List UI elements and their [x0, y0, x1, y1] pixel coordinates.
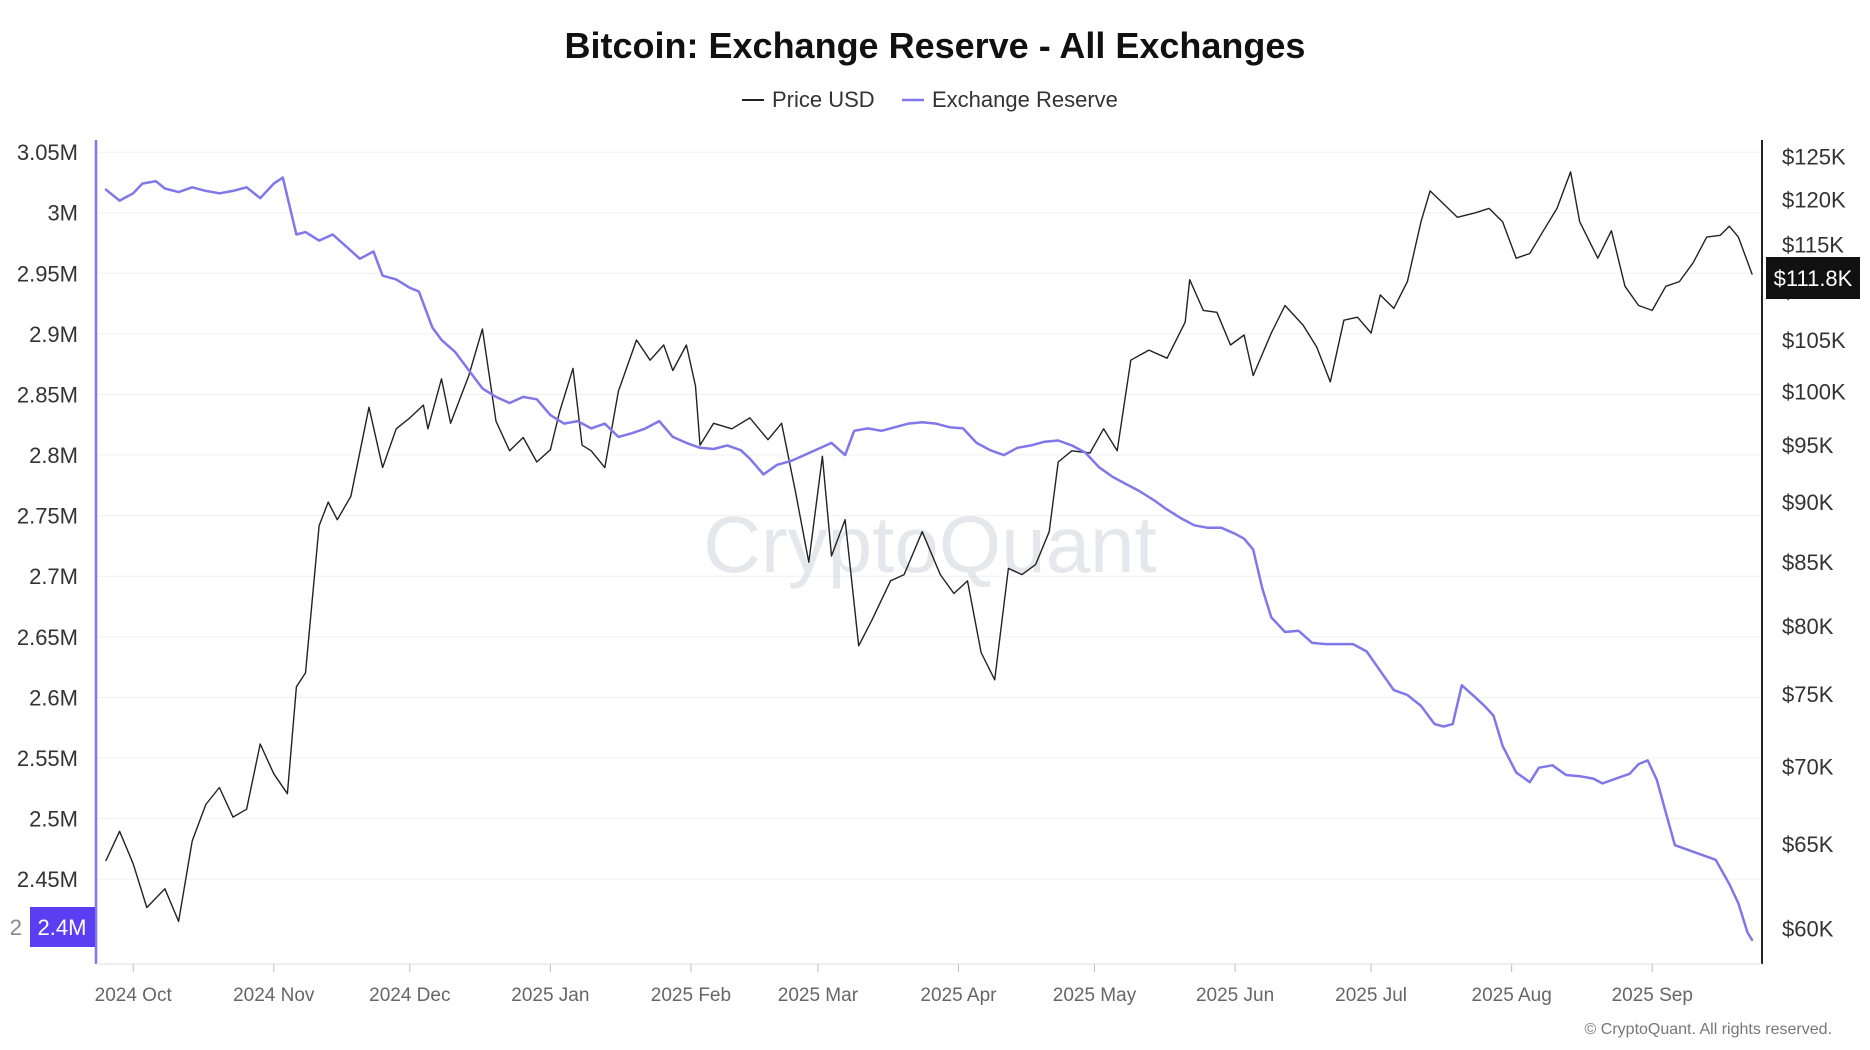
y-left-tick-label: 2.8M — [29, 443, 78, 468]
x-tick-label: 2025 Apr — [920, 985, 997, 1006]
y-right-tick-label: $60K — [1782, 916, 1834, 941]
x-tick-label: 2025 Sep — [1612, 985, 1693, 1006]
y-right-tick-label: $95K — [1782, 433, 1834, 458]
y-right-tick-label: $120K — [1782, 188, 1846, 213]
y-right-tick-label: $85K — [1782, 550, 1834, 575]
y-left-tick-label: 2.75M — [17, 504, 78, 529]
x-tick-label: 2024 Dec — [369, 985, 450, 1006]
y-left-tick-label: 3M — [47, 201, 78, 226]
x-tick-label: 2025 Jan — [511, 985, 589, 1006]
left-axis-partial-label: 2 — [10, 915, 22, 940]
current-price-badge-bg — [1766, 257, 1860, 299]
current-price-badge-label: $111.8K — [1774, 266, 1853, 291]
legend: Price USD Exchange Reserve — [742, 87, 1118, 112]
y-left-tick-label: 2.45M — [17, 867, 78, 892]
y-left-tick-label: 2.7M — [29, 564, 78, 589]
x-tick-label: 2025 Mar — [778, 985, 859, 1006]
y-left-tick-label: 2.95M — [17, 261, 78, 286]
y-right-tick-label: $70K — [1782, 754, 1834, 779]
y-right-tick-label: $90K — [1782, 490, 1834, 515]
price-usd-line — [105, 171, 1753, 923]
series-layer — [104, 171, 1754, 942]
y-right-tick-label: $115K — [1782, 232, 1844, 257]
y-left-tick-label: 2.65M — [17, 625, 78, 650]
y-right-tick-label: $105K — [1782, 328, 1846, 353]
current-reserve-badge-label: 2.4M — [38, 915, 87, 940]
x-tick-label: 2025 Jun — [1196, 985, 1274, 1006]
y-left-tick-label: 2.55M — [17, 746, 78, 771]
y-left-tick-label: 2.85M — [17, 382, 78, 407]
grid — [96, 151, 1762, 880]
y-right-tick-label: $125K — [1782, 145, 1846, 170]
x-tick-label: 2025 Aug — [1472, 985, 1552, 1006]
y-right-tick-label: $75K — [1782, 682, 1834, 707]
chart-title: Bitcoin: Exchange Reserve - All Exchange… — [565, 25, 1306, 66]
x-tick-label: 2025 Jul — [1335, 985, 1407, 1006]
x-tick-label: 2025 Feb — [651, 985, 731, 1006]
legend-label-price: Price USD — [772, 87, 875, 112]
x-tick-label: 2024 Nov — [233, 985, 315, 1006]
x-tick-label: 2025 May — [1053, 985, 1137, 1006]
current-reserve-badge: 2.4M — [30, 907, 95, 947]
y-left-tick-label: 2.9M — [29, 322, 78, 347]
axes-layer: 3.05M 3M 2.95M 2.9M 2.85M 2.8M 2.75M 2.7M 2.65M 2… — [17, 140, 1846, 1006]
copyright-text: © CryptoQuant. All rights reserved. — [1585, 1021, 1832, 1038]
y-right-tick-label: $80K — [1782, 614, 1834, 639]
watermark: CryptoQuant — [703, 500, 1157, 589]
y-left-tick-label: 3.05M — [17, 140, 78, 165]
y-left-tick-label: 2.5M — [29, 807, 78, 832]
y-right-tick-label: $65K — [1782, 832, 1834, 857]
current-price-badge: $111.8K — [1766, 257, 1860, 299]
exchange-reserve-line — [104, 176, 1754, 942]
legend-label-reserve: Exchange Reserve — [932, 87, 1118, 112]
y-left-tick-label: 2.6M — [29, 685, 78, 710]
x-tick-label: 2024 Oct — [95, 985, 173, 1006]
current-reserve-badge-bg — [30, 907, 95, 947]
y-right-tick-label: $100K — [1782, 379, 1846, 404]
